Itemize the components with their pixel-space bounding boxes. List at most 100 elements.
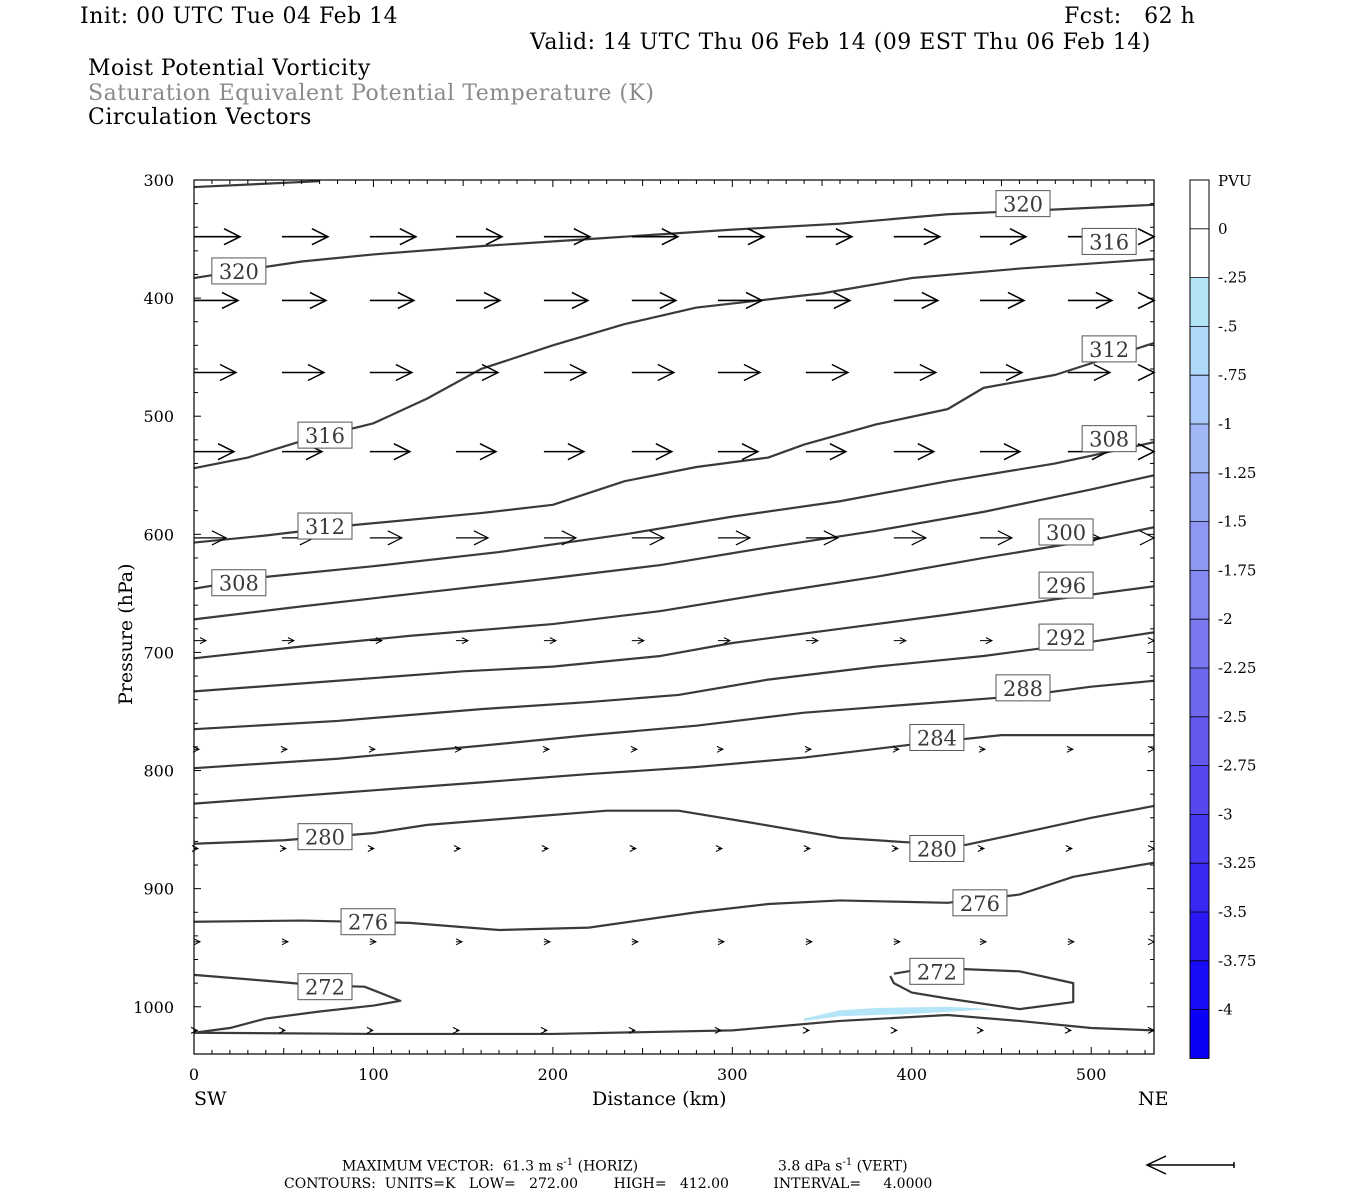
contour-label-316-3: 316 <box>297 421 353 449</box>
vector-r7-11 <box>1147 845 1156 852</box>
theta-e-contours <box>193 180 1155 1036</box>
vector-r1-7 <box>805 291 852 310</box>
vector-r9-9 <box>976 1026 985 1034</box>
y-tick-label-300: 300 <box>143 171 174 190</box>
x-tick-label-500: 500 <box>1076 1065 1107 1084</box>
x-tick-label-0: 0 <box>189 1065 199 1084</box>
contour-288-9 <box>193 679 1155 770</box>
vector-r6-10 <box>1066 745 1074 753</box>
svg-text:272: 272 <box>305 976 345 1000</box>
valid-time: Valid: 14 UTC Thu 06 Feb 14 (09 EST Thu … <box>530 30 1151 55</box>
svg-text:308: 308 <box>219 572 259 596</box>
colorbar-segment-9 <box>1190 619 1209 668</box>
vector-r4-7 <box>805 530 840 546</box>
vector-r8-3 <box>455 938 464 946</box>
svg-text:296: 296 <box>1046 574 1086 598</box>
vector-r5-4 <box>543 637 558 645</box>
vector-r5-11 <box>1147 637 1156 645</box>
vector-r1-4 <box>543 291 590 310</box>
contour-284-10 <box>193 734 1154 805</box>
vector-r9-8 <box>890 1026 898 1034</box>
sw-label: SW <box>194 1088 227 1110</box>
y-tick-label-900: 900 <box>143 880 174 899</box>
y-tick-label-700: 700 <box>143 643 174 662</box>
vector-r5-1 <box>281 637 296 645</box>
vector-r0-9 <box>979 227 1028 246</box>
vector-r6-1 <box>280 745 289 753</box>
svg-text:316: 316 <box>1089 230 1129 254</box>
vector-r6-7 <box>804 745 813 753</box>
contour-label-308-7: 308 <box>211 569 267 597</box>
vector-r4-5 <box>631 530 666 546</box>
colorbar-label-3: -.75 <box>1218 366 1247 384</box>
contour-label-316-2: 316 <box>1081 227 1137 255</box>
vector-r0-3 <box>455 227 504 246</box>
vector-r1-1 <box>281 291 328 310</box>
colorbar-label-4: -1 <box>1218 415 1233 433</box>
vector-r1-5 <box>631 291 678 310</box>
x-tick-label-200: 200 <box>538 1065 569 1084</box>
colorbar-label-9: -2.25 <box>1218 659 1256 677</box>
x-tick-label-300: 300 <box>717 1065 748 1084</box>
vector-r4-2 <box>369 530 404 546</box>
vector-r1-11 <box>1137 291 1156 310</box>
colorbar-label-12: -3 <box>1218 805 1233 823</box>
svg-text:316: 316 <box>305 424 345 448</box>
contour-label-308-6: 308 <box>1081 425 1137 453</box>
vector-r2-3 <box>455 363 500 382</box>
colorbar-segment-0 <box>1190 180 1209 229</box>
contour-280-11 <box>193 804 1155 847</box>
svg-text:320: 320 <box>219 260 259 284</box>
vector-r0-11 <box>1137 227 1156 246</box>
vector-r8-0 <box>193 938 202 946</box>
vector-r2-2 <box>369 363 414 382</box>
contour-308-4 <box>193 441 1155 590</box>
svg-text:280: 280 <box>917 837 957 861</box>
title-line-2: Saturation Equivalent Potential Temperat… <box>88 81 655 106</box>
vector-r5-8 <box>893 637 907 645</box>
contour-labels: 320 320 316 316 312 312 308 308 300 296 292 288 284 2… <box>211 190 1137 1001</box>
contour-320-1 <box>193 203 1155 280</box>
vector-r7-8 <box>891 845 899 852</box>
vector-r2-10 <box>1067 363 1112 382</box>
vector-r7-2 <box>367 845 375 852</box>
colorbar-label-8: -2 <box>1218 610 1233 628</box>
vector-r2-11 <box>1137 363 1156 382</box>
colorbar-segment-7 <box>1190 521 1209 571</box>
contour-320-0 <box>193 180 320 189</box>
init-time: Init: 00 UTC Tue 04 Feb 14 <box>80 4 399 29</box>
vector-r8-9 <box>979 938 988 946</box>
vector-r9-3 <box>452 1026 461 1034</box>
svg-text:276: 276 <box>348 911 388 935</box>
y-tick-label-400: 400 <box>143 289 174 308</box>
vector-r4-4 <box>543 530 578 546</box>
vector-r2-4 <box>543 363 588 382</box>
vector-r7-9 <box>977 845 986 852</box>
y-axis-label: Pressure (hPa) <box>115 563 137 705</box>
colorbar-label-1: -.25 <box>1218 269 1247 287</box>
contours-info: CONTOURS: UNITS=K LOW= 272.00 HIGH= 412.… <box>284 1176 933 1192</box>
svg-text:280: 280 <box>305 826 345 850</box>
colorbar-segment-3 <box>1190 326 1209 376</box>
ne-label: NE <box>1138 1088 1169 1110</box>
svg-text:312: 312 <box>1089 338 1129 362</box>
vector-r3-2 <box>369 442 412 461</box>
vector-r0-7 <box>805 227 854 246</box>
y-tick-label-500: 500 <box>143 407 174 426</box>
vector-r3-9 <box>979 442 1022 461</box>
vector-r8-8 <box>893 938 901 946</box>
vector-r5-3 <box>455 637 470 645</box>
contour-label-284-12: 284 <box>909 723 965 751</box>
colorbar-title: PVU <box>1218 172 1252 190</box>
vector-r4-8 <box>893 530 928 546</box>
vector-r9-10 <box>1064 1026 1072 1034</box>
forecast-hour: Fcst: 62 h <box>1064 4 1196 29</box>
contour-label-312-4: 312 <box>1081 335 1137 363</box>
vector-r3-8 <box>893 442 936 461</box>
vector-r6-4 <box>542 745 551 753</box>
contour-label-300-8: 300 <box>1038 518 1094 546</box>
vector-r5-7 <box>805 637 820 645</box>
contour-300-6 <box>193 526 1155 660</box>
vector-r5-2 <box>369 637 383 645</box>
vector-r9-1 <box>278 1026 287 1034</box>
